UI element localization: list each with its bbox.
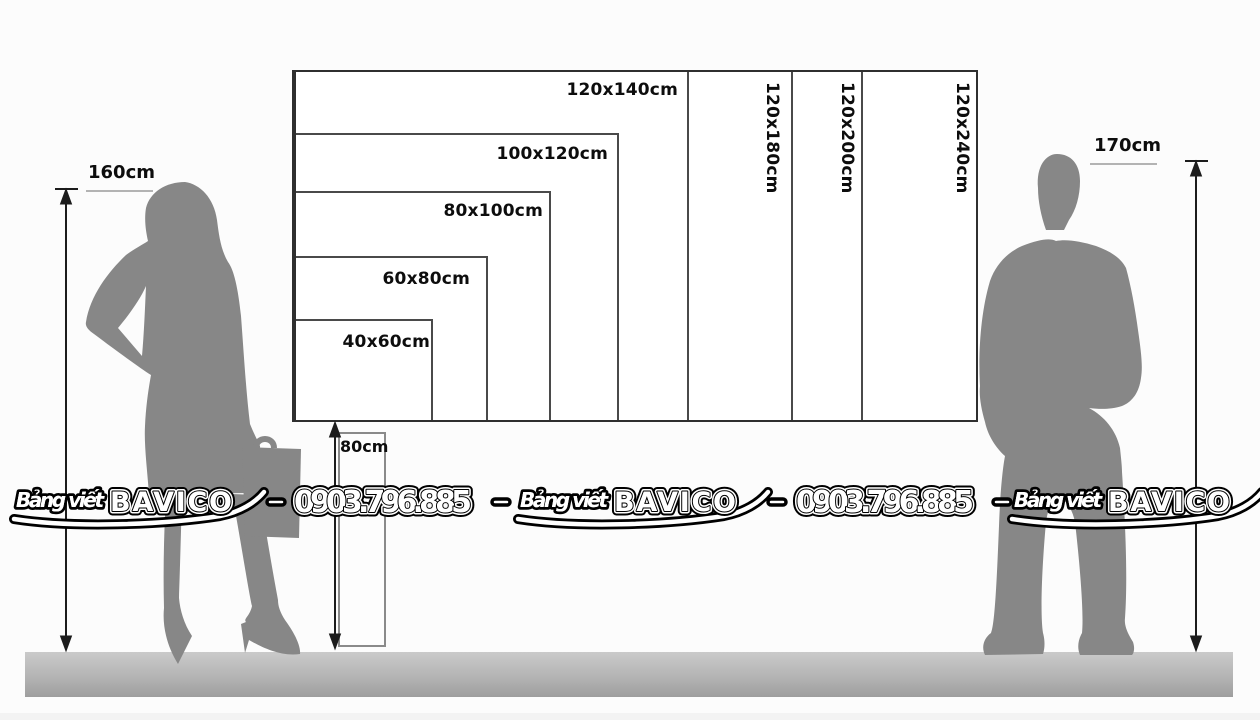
man-arrow-head-down — [1189, 635, 1203, 653]
board-divider-120x180 — [791, 72, 793, 420]
board-rect-40x60 — [296, 319, 433, 420]
board-label-120x180: 120x180cm — [762, 82, 782, 194]
brand-script: Bảng viết — [520, 488, 609, 512]
board-label-120x200: 120x200cm — [837, 82, 857, 194]
board-label-60x80: 60x80cm — [382, 269, 470, 289]
logo-swoosh-outline — [513, 487, 773, 530]
watermark-phone-2: 0903.796.885 0903.796.885 0903.796.885 — [792, 481, 979, 525]
mount-height-box: 80cm — [338, 432, 389, 647]
bottom-edge-strip — [0, 713, 1260, 720]
watermark-separator — [490, 497, 512, 507]
man-figure — [979, 154, 1142, 655]
mount-height-label: 80cm — [340, 437, 389, 456]
woman-briefcase-handle — [253, 436, 277, 449]
watermark-logo-2: Bảng viết Bảng viết BAVICO BAVICO BAVICO — [513, 483, 773, 530]
man-height-label: 170cm — [1094, 135, 1161, 156]
man-silhouette — [979, 154, 1142, 655]
board-label-120x140: 120x140cm — [566, 80, 678, 100]
woman-silhouette — [85, 182, 301, 664]
woman-arrow-head-down — [59, 635, 73, 653]
watermark-separator — [766, 497, 788, 507]
board-divider-120x200 — [861, 72, 863, 420]
board-label-120x240: 120x240cm — [952, 82, 972, 194]
woman-height-label: 160cm — [88, 162, 155, 183]
woman-body — [85, 182, 262, 494]
man-arrow-head-up — [1189, 159, 1203, 177]
brand-name: BAVICO — [614, 487, 736, 518]
woman-left-leg — [163, 494, 192, 664]
woman-figure — [85, 182, 301, 664]
brand-name-outer: BAVICO — [614, 487, 736, 518]
woman-briefcase — [242, 447, 301, 538]
man-head — [1037, 154, 1080, 230]
brand-script: Bảng viết — [520, 488, 609, 512]
logo-swoosh — [515, 489, 771, 527]
phone-number-outer: 0903.796.885 — [796, 485, 974, 520]
woman-arrow-head-up — [59, 187, 73, 205]
floor-band — [25, 652, 1233, 697]
brand-name-mid: BAVICO — [614, 487, 736, 518]
board-label-40x60: 40x60cm — [342, 332, 430, 352]
board-label-80x100: 80x100cm — [443, 201, 543, 221]
phone-number-mid: 0903.796.885 — [796, 485, 974, 520]
phone-number: 0903.796.885 — [796, 485, 974, 520]
man-body — [979, 239, 1142, 655]
board-divider-120x140 — [687, 72, 689, 420]
board-label-100x120: 100x120cm — [496, 144, 608, 164]
